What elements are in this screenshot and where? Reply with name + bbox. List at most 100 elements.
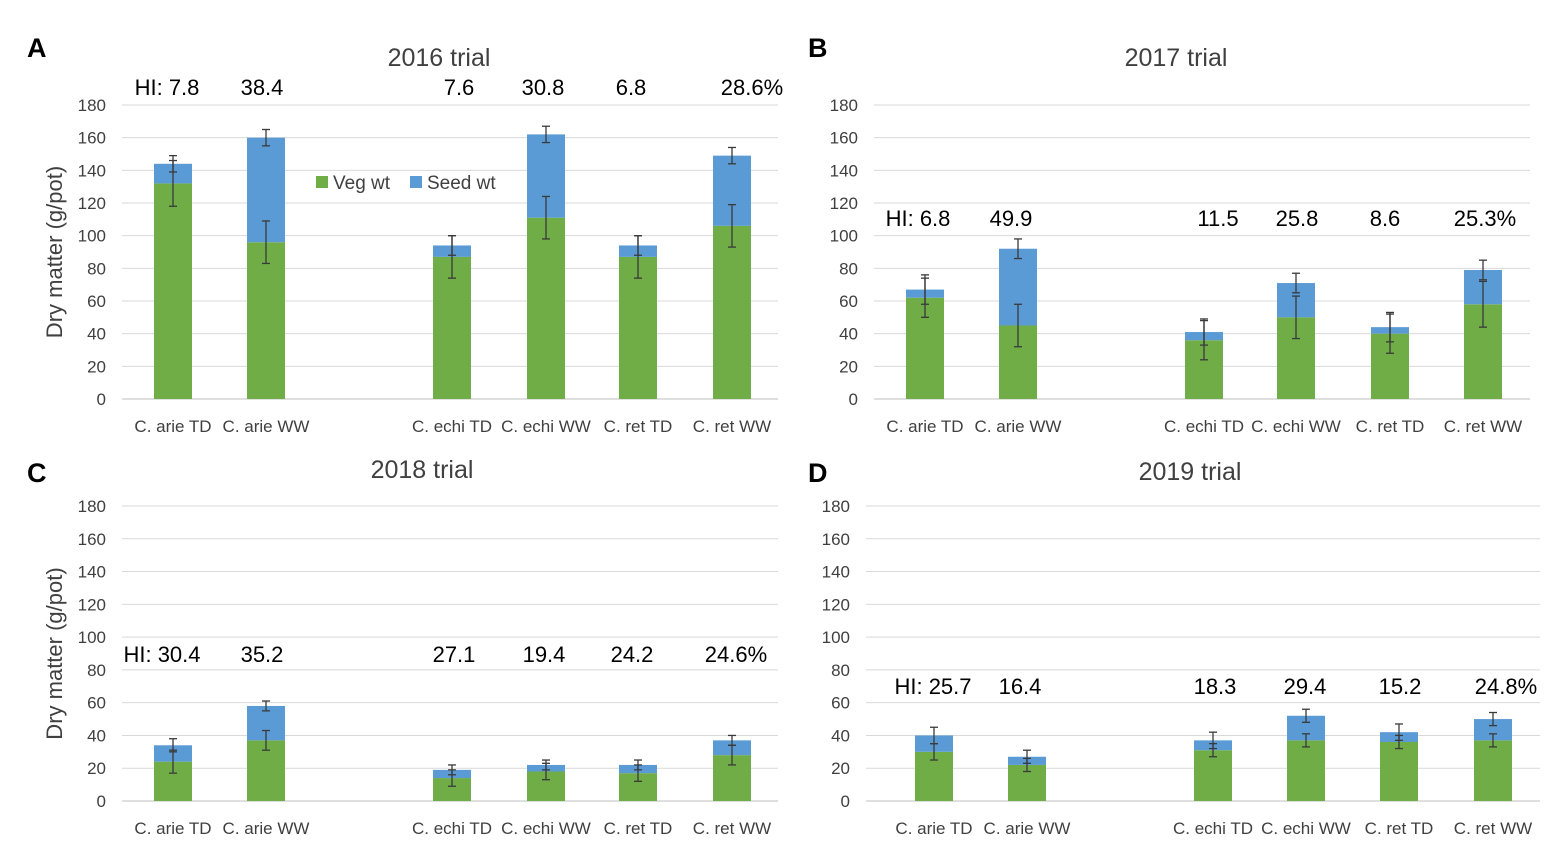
hi-label: 25.3% [1454, 206, 1516, 231]
category-label: C. echi TD [412, 819, 492, 838]
error-bar-seed [1479, 259, 1487, 281]
y-tick-label: 60 [87, 292, 106, 311]
panel-a: A 2016 trial 0 20 40 60 80 100 120 140 160 180 Dry m… [27, 33, 783, 436]
y-tick-label: 180 [830, 96, 858, 115]
error-bar-veg [1489, 733, 1497, 748]
panel-letter: A [27, 33, 47, 63]
category-label: C. ret TD [604, 819, 673, 838]
hi-label: 27.1 [433, 642, 476, 667]
error-bar-veg [1014, 303, 1022, 348]
category-label: C. echi WW [501, 417, 591, 436]
hi-label: 49.9 [990, 206, 1033, 231]
category-label: C. arie TD [886, 417, 963, 436]
hi-label: 16.4 [999, 674, 1042, 699]
category-label: C. echi WW [1261, 819, 1351, 838]
hi-label: 24.2 [611, 642, 654, 667]
hi-label: 25.8 [1276, 206, 1319, 231]
category-label: C. arie WW [984, 819, 1071, 838]
category-label: C. echi WW [501, 819, 591, 838]
y-tick-label: 40 [839, 325, 858, 344]
error-bar-veg [262, 729, 270, 751]
error-bar-seed [1023, 749, 1031, 764]
category-label: C. arie WW [975, 417, 1062, 436]
y-tick-label: 40 [87, 726, 106, 745]
category-label: C. echi TD [412, 417, 492, 436]
category-label: C. ret WW [1454, 819, 1532, 838]
hi-label: HI: 7.8 [135, 75, 200, 100]
y-tick-label: 0 [841, 792, 850, 811]
error-bar-seed [169, 154, 177, 173]
y-tick-label: 40 [831, 726, 850, 745]
category-label: C. ret TD [1365, 819, 1434, 838]
bar-seed [1474, 719, 1512, 741]
error-bar-seed [169, 738, 177, 753]
y-tick-label: 0 [97, 792, 106, 811]
hi-label: HI: 6.8 [886, 206, 951, 231]
hi-label: 30.8 [522, 75, 565, 100]
category-label: C. arie WW [223, 417, 310, 436]
y-axis-label: Dry matter (g/pot) [42, 166, 67, 338]
bar-veg [1194, 750, 1232, 801]
error-bar-seed [634, 759, 642, 771]
error-bar-seed [448, 235, 456, 256]
legend-label-veg: Veg wt [333, 173, 391, 194]
error-bar-seed [728, 146, 736, 165]
y-tick-label: 0 [849, 390, 858, 409]
error-bar-seed [542, 125, 550, 144]
hi-label: 19.4 [523, 642, 566, 667]
error-bar-seed [728, 734, 736, 746]
category-label: C. ret WW [1444, 417, 1522, 436]
y-tick-label: 180 [78, 497, 106, 516]
panel-b: B 2017 trial 0 20 40 60 80 100 120 140 160 180 C. ar… [808, 33, 1530, 436]
y-tick-label: 160 [830, 129, 858, 148]
y-tick-label: 140 [78, 161, 106, 180]
hi-label: HI: 25.7 [894, 674, 971, 699]
hi-label: 24.6% [705, 642, 767, 667]
y-tick-label: 20 [87, 357, 106, 376]
panel-title: 2017 trial [1125, 44, 1228, 72]
hi-label: 29.4 [1284, 674, 1327, 699]
panel-letter: D [808, 458, 828, 488]
legend-label-seed: Seed wt [427, 173, 496, 194]
error-bar-seed [1014, 238, 1022, 260]
error-bar-seed [262, 700, 270, 712]
error-bar-veg [262, 220, 270, 265]
y-tick-label: 180 [78, 96, 106, 115]
y-tick-label: 100 [78, 227, 106, 246]
error-bar-veg [542, 195, 550, 240]
hi-label: 7.6 [444, 75, 475, 100]
error-bar-seed [542, 759, 550, 771]
y-tick-label: 180 [822, 497, 850, 516]
panel-letter: C [27, 458, 47, 488]
error-bar-seed [1489, 711, 1497, 727]
category-label: C. ret WW [693, 417, 771, 436]
y-tick-label: 40 [87, 325, 106, 344]
bar-veg [527, 217, 565, 399]
hi-label: 35.2 [241, 642, 284, 667]
bar-veg [154, 183, 192, 399]
panel-title: 2019 trial [1139, 458, 1242, 486]
category-label: C. ret TD [604, 417, 673, 436]
y-tick-label: 120 [822, 595, 850, 614]
bar-veg [247, 242, 285, 399]
error-bar-seed [1395, 723, 1403, 742]
y-tick-label: 80 [87, 661, 106, 680]
panel-c: C 2018 trial 0 20 40 60 80 100 120 140 160 180 Dry m… [27, 456, 778, 838]
panel-letter: B [808, 33, 828, 63]
y-tick-label: 100 [830, 227, 858, 246]
y-tick-label: 0 [97, 390, 106, 409]
hi-label: 18.3 [1194, 674, 1237, 699]
error-bar-veg [1292, 295, 1300, 340]
legend-swatch-veg [316, 176, 328, 188]
category-label: C. ret WW [693, 819, 771, 838]
y-tick-label: 80 [831, 661, 850, 680]
error-bar-seed [634, 235, 642, 256]
hi-label: 24.8% [1475, 674, 1537, 699]
category-label: C. arie WW [223, 819, 310, 838]
error-bar-veg [1302, 733, 1310, 748]
panel-title: 2016 trial [388, 44, 491, 72]
hi-label: 15.2 [1379, 674, 1422, 699]
y-tick-label: 60 [87, 694, 106, 713]
y-tick-label: 140 [822, 563, 850, 582]
